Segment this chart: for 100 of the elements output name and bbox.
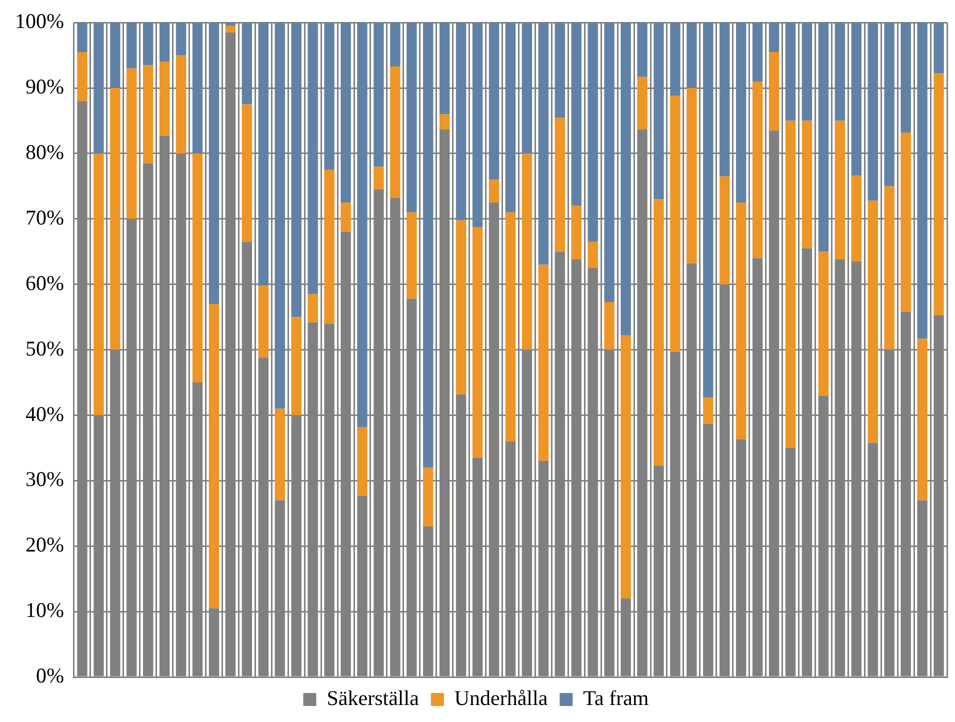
bar xyxy=(620,22,631,336)
bar xyxy=(654,22,664,200)
bar xyxy=(768,22,780,52)
bar xyxy=(176,55,186,154)
bar xyxy=(406,22,417,212)
bar xyxy=(258,22,269,286)
bar xyxy=(868,200,878,443)
y-tick-label: 50% xyxy=(25,336,64,360)
bar xyxy=(917,22,928,339)
bar xyxy=(143,65,154,164)
bar xyxy=(488,180,500,203)
bar xyxy=(176,22,186,56)
bar xyxy=(423,22,434,468)
bar xyxy=(851,176,862,262)
bar xyxy=(802,120,812,248)
bar xyxy=(720,22,730,176)
bar xyxy=(703,398,714,424)
bar xyxy=(225,26,236,32)
bar xyxy=(94,153,104,416)
y-tick-label: 60% xyxy=(25,270,64,295)
bar xyxy=(768,52,780,131)
bar xyxy=(374,166,384,190)
bar xyxy=(785,120,796,448)
bar xyxy=(752,22,763,82)
y-tick-label: 80% xyxy=(25,140,64,164)
bar xyxy=(340,22,351,203)
bar xyxy=(472,22,483,228)
bar xyxy=(934,22,944,73)
bar xyxy=(208,304,220,608)
y-tick-label: 40% xyxy=(25,402,64,426)
bar xyxy=(736,22,746,203)
bar xyxy=(192,22,203,154)
bar xyxy=(94,22,104,154)
bar xyxy=(488,22,500,180)
bar xyxy=(456,220,466,394)
bar xyxy=(324,22,334,170)
bar xyxy=(588,22,598,242)
bar xyxy=(720,176,730,284)
bar xyxy=(225,22,236,26)
bar xyxy=(291,317,302,416)
bar xyxy=(324,170,334,324)
bar xyxy=(274,408,285,500)
bar xyxy=(472,227,483,458)
y-tick-label: 90% xyxy=(25,74,64,99)
legend-label: Säkerställa xyxy=(326,686,420,710)
bar xyxy=(571,206,582,260)
bar xyxy=(538,264,549,462)
bar xyxy=(192,153,203,383)
bar xyxy=(686,88,697,264)
bar xyxy=(802,22,812,121)
bar xyxy=(308,294,318,322)
bar xyxy=(522,153,532,350)
bar xyxy=(554,117,566,252)
bar xyxy=(818,252,829,396)
y-tick-label: 20% xyxy=(25,532,64,557)
bar xyxy=(291,22,302,318)
bar xyxy=(637,22,648,77)
bar xyxy=(785,22,796,121)
bar xyxy=(588,242,598,268)
bar xyxy=(357,22,368,428)
bar xyxy=(505,212,516,442)
bar xyxy=(851,22,862,176)
bar xyxy=(554,22,566,118)
bar xyxy=(374,22,384,167)
bar xyxy=(917,338,928,500)
bar xyxy=(77,52,88,102)
bar xyxy=(686,22,697,88)
bar xyxy=(834,22,846,121)
y-tick-label: 10% xyxy=(25,598,64,622)
bar xyxy=(242,22,252,104)
bar xyxy=(440,114,450,130)
bar xyxy=(571,22,582,206)
bar xyxy=(884,186,894,350)
bar xyxy=(406,212,417,299)
bar xyxy=(110,22,120,88)
bar xyxy=(703,22,714,398)
bar xyxy=(308,22,318,294)
bar xyxy=(900,132,911,312)
bar xyxy=(834,120,846,260)
bar xyxy=(604,302,614,350)
bar xyxy=(440,22,450,114)
bar xyxy=(110,88,120,350)
bar xyxy=(390,66,400,198)
bar xyxy=(670,22,680,96)
bar xyxy=(126,68,137,219)
bar xyxy=(868,22,878,201)
bar xyxy=(274,22,285,409)
bar xyxy=(258,286,269,358)
bar xyxy=(637,76,648,130)
bar xyxy=(505,22,516,212)
bar xyxy=(159,22,170,62)
legend-label: Underhålla xyxy=(454,686,548,710)
bar xyxy=(670,96,680,352)
bar xyxy=(143,22,154,66)
bar xyxy=(934,72,944,316)
bar xyxy=(736,202,746,440)
bar xyxy=(456,22,466,220)
bar xyxy=(242,104,252,242)
y-tick-label: 30% xyxy=(25,467,64,492)
y-tick-label: 70% xyxy=(25,205,64,230)
